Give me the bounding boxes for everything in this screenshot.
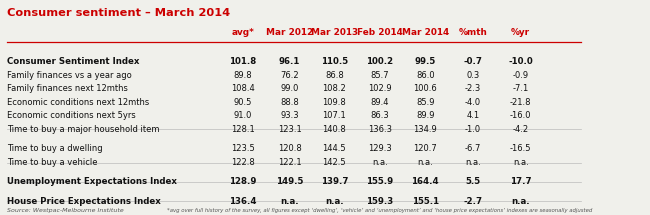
Text: 155.1: 155.1 (411, 197, 439, 206)
Text: House Price Expectations Index: House Price Expectations Index (7, 197, 161, 206)
Text: Mar 2013: Mar 2013 (311, 28, 358, 37)
Text: 108.4: 108.4 (231, 84, 255, 93)
Text: -10.0: -10.0 (508, 57, 533, 66)
Text: 85.7: 85.7 (370, 71, 389, 80)
Text: 139.7: 139.7 (320, 177, 348, 186)
Text: 88.8: 88.8 (280, 98, 299, 107)
Text: 122.1: 122.1 (278, 158, 302, 167)
Text: Consumer sentiment – March 2014: Consumer sentiment – March 2014 (7, 8, 230, 18)
Text: -7.1: -7.1 (513, 84, 529, 93)
Text: 85.9: 85.9 (416, 98, 434, 107)
Text: 120.7: 120.7 (413, 144, 437, 153)
Text: 93.3: 93.3 (280, 111, 299, 120)
Text: 102.9: 102.9 (368, 84, 391, 93)
Text: 108.2: 108.2 (322, 84, 346, 93)
Text: 129.3: 129.3 (368, 144, 392, 153)
Text: 101.8: 101.8 (229, 57, 257, 66)
Text: 136.4: 136.4 (229, 197, 257, 206)
Text: Mar 2012: Mar 2012 (266, 28, 313, 37)
Text: *avg over full history of the survey, all figures except ‘dwelling’, ‘vehicle’ a: *avg over full history of the survey, al… (167, 208, 593, 213)
Text: -16.5: -16.5 (510, 144, 532, 153)
Text: 91.0: 91.0 (234, 111, 252, 120)
Text: Time to buy a major household item: Time to buy a major household item (7, 124, 160, 134)
Text: 149.5: 149.5 (276, 177, 304, 186)
Text: -0.9: -0.9 (513, 71, 528, 80)
Text: 123.5: 123.5 (231, 144, 255, 153)
Text: 110.5: 110.5 (321, 57, 348, 66)
Text: Source: Westpac-Melbourne Institute: Source: Westpac-Melbourne Institute (7, 208, 124, 213)
Text: 99.5: 99.5 (415, 57, 436, 66)
Text: 5.5: 5.5 (465, 177, 480, 186)
Text: 109.8: 109.8 (322, 98, 346, 107)
Text: 128.1: 128.1 (231, 124, 255, 134)
Text: -2.7: -2.7 (463, 197, 482, 206)
Text: -4.2: -4.2 (513, 124, 528, 134)
Text: n.a.: n.a. (417, 158, 433, 167)
Text: 0.3: 0.3 (466, 71, 480, 80)
Text: Unemployment Expectations Index: Unemployment Expectations Index (7, 177, 177, 186)
Text: -1.0: -1.0 (465, 124, 481, 134)
Text: n.a.: n.a. (465, 158, 481, 167)
Text: n.a.: n.a. (513, 158, 528, 167)
Text: 142.5: 142.5 (322, 158, 346, 167)
Text: -6.7: -6.7 (465, 144, 481, 153)
Text: 17.7: 17.7 (510, 177, 532, 186)
Text: 136.3: 136.3 (368, 124, 392, 134)
Text: %yr: %yr (511, 28, 530, 37)
Text: Feb 2014: Feb 2014 (357, 28, 403, 37)
Text: Family finances next 12mths: Family finances next 12mths (7, 84, 128, 93)
Text: 89.9: 89.9 (416, 111, 434, 120)
Text: -2.3: -2.3 (465, 84, 481, 93)
Text: n.a.: n.a. (512, 197, 530, 206)
Text: n.a.: n.a. (325, 197, 344, 206)
Text: 100.2: 100.2 (366, 57, 393, 66)
Text: 86.3: 86.3 (370, 111, 389, 120)
Text: Mar 2014: Mar 2014 (402, 28, 448, 37)
Text: 140.8: 140.8 (322, 124, 346, 134)
Text: 155.9: 155.9 (366, 177, 393, 186)
Text: 86.8: 86.8 (325, 71, 344, 80)
Text: Time to buy a dwelling: Time to buy a dwelling (7, 144, 103, 153)
Text: 100.6: 100.6 (413, 84, 437, 93)
Text: 86.0: 86.0 (416, 71, 434, 80)
Text: 164.4: 164.4 (411, 177, 439, 186)
Text: %mth: %mth (458, 28, 488, 37)
Text: 134.9: 134.9 (413, 124, 437, 134)
Text: -16.0: -16.0 (510, 111, 532, 120)
Text: n.a.: n.a. (372, 158, 387, 167)
Text: n.a.: n.a. (280, 197, 299, 206)
Text: 123.1: 123.1 (278, 124, 302, 134)
Text: 107.1: 107.1 (322, 111, 346, 120)
Text: avg*: avg* (231, 28, 254, 37)
Text: 90.5: 90.5 (234, 98, 252, 107)
Text: Consumer Sentiment Index: Consumer Sentiment Index (7, 57, 140, 66)
Text: 128.9: 128.9 (229, 177, 257, 186)
Text: -0.7: -0.7 (463, 57, 482, 66)
Text: Economic conditions next 5yrs: Economic conditions next 5yrs (7, 111, 136, 120)
Text: 144.5: 144.5 (322, 144, 346, 153)
Text: 122.8: 122.8 (231, 158, 255, 167)
Text: 96.1: 96.1 (279, 57, 300, 66)
Text: Family finances vs a year ago: Family finances vs a year ago (7, 71, 132, 80)
Text: 89.4: 89.4 (370, 98, 389, 107)
Text: 159.3: 159.3 (366, 197, 393, 206)
Text: 120.8: 120.8 (278, 144, 302, 153)
Text: Time to buy a vehicle: Time to buy a vehicle (7, 158, 98, 167)
Text: 89.8: 89.8 (233, 71, 252, 80)
Text: -4.0: -4.0 (465, 98, 481, 107)
Text: 99.0: 99.0 (280, 84, 299, 93)
Text: 76.2: 76.2 (280, 71, 299, 80)
Text: -21.8: -21.8 (510, 98, 532, 107)
Text: Economic conditions next 12mths: Economic conditions next 12mths (7, 98, 150, 107)
Text: 4.1: 4.1 (466, 111, 480, 120)
